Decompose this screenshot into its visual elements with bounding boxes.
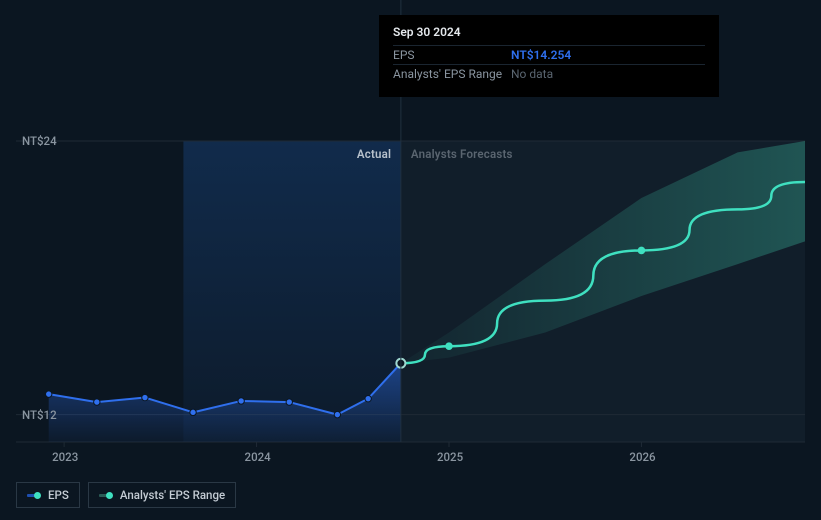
chart-tooltip: Sep 30 2024 EPS NT$14.254 Analysts' EPS …	[379, 15, 719, 97]
x-axis-tick-label: 2023	[52, 450, 78, 464]
x-axis-tick-label: 2026	[629, 450, 655, 464]
legend-item-analysts-range[interactable]: Analysts' EPS Range	[88, 482, 236, 508]
y-axis-tick-label: NT$12	[22, 408, 57, 422]
chart-legend: EPS Analysts' EPS Range	[16, 482, 236, 508]
legend-label: EPS	[48, 488, 69, 502]
legend-item-eps[interactable]: EPS	[16, 482, 80, 508]
tooltip-label: Analysts' EPS Range	[393, 67, 511, 81]
tooltip-date: Sep 30 2024	[393, 25, 705, 39]
x-axis-tick-label: 2024	[245, 450, 271, 464]
tooltip-row-range: Analysts' EPS Range No data	[393, 64, 705, 83]
legend-label: Analysts' EPS Range	[120, 488, 225, 502]
x-axis-tick-label: 2025	[437, 450, 463, 464]
y-axis-tick-label: NT$24	[22, 134, 57, 148]
region-label-actual: Actual	[357, 147, 391, 161]
tooltip-value-eps: NT$14.254	[511, 48, 571, 62]
eps-chart-container: NT$24 NT$12 2023 2024 2025 2026 Actual A…	[0, 0, 821, 520]
tooltip-row-eps: EPS NT$14.254	[393, 45, 705, 64]
region-label-forecast: Analysts Forecasts	[411, 147, 513, 161]
legend-swatch-icon	[99, 490, 113, 500]
tooltip-label: EPS	[393, 48, 511, 62]
legend-swatch-icon	[27, 490, 41, 500]
tooltip-value-nodata: No data	[511, 67, 553, 81]
